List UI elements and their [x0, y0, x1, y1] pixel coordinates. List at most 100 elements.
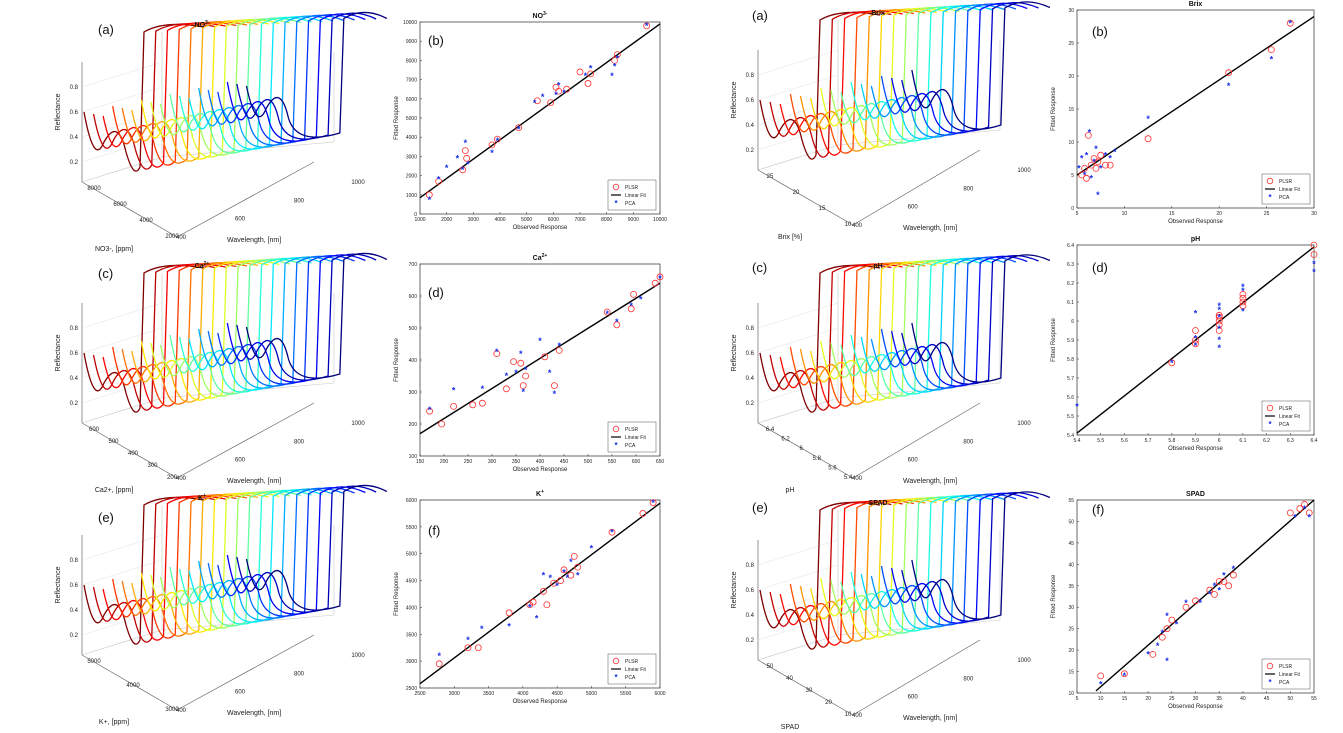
y-tick-label: 6: [1071, 319, 1074, 325]
spectrum-line: [911, 254, 1051, 383]
chart-title-base: Ca: [195, 263, 204, 270]
plsr-point: [1225, 582, 1233, 590]
floor-edge: [852, 639, 981, 716]
pca-point: *: [1161, 628, 1165, 638]
z-gridline: [81, 559, 163, 586]
plsr-point: [584, 80, 592, 87]
spectrum-line: [169, 258, 301, 395]
x-tick-label: 1000: [1017, 658, 1031, 664]
pca-point: *: [1083, 170, 1087, 180]
x-axis-label: Observed Response: [1168, 219, 1223, 225]
chart-title: NO3-: [195, 20, 210, 29]
y-tick-label: 5.5: [1067, 414, 1074, 420]
z-gridline: [81, 111, 163, 138]
ca-scatter-panel: Ca2+ 150 200 250 300 350 400 450 500 550 600 650 100…: [394, 253, 664, 473]
pca-point: *: [514, 368, 518, 378]
legend: PLSR Linear Fit * PCA: [1261, 400, 1311, 432]
x-tick-label: 600: [908, 205, 919, 211]
pca-point: *: [562, 88, 566, 98]
x-tick-label: 250: [464, 459, 473, 465]
y-tick-label: 25: [1068, 41, 1074, 47]
pca-point: *: [1113, 147, 1117, 157]
plsr-point: [510, 358, 517, 366]
spectrum-line: [83, 496, 205, 645]
pca-point: *: [613, 61, 617, 71]
legend-plsr-label: PLSR: [625, 659, 638, 665]
x-tick-label: 600: [235, 458, 246, 464]
z-gridline: [81, 302, 163, 329]
plsr-point: [1094, 158, 1102, 166]
plsr-point: [435, 660, 443, 668]
y-tick-label: 5: [1071, 173, 1074, 179]
x-tick-label: 15: [1169, 211, 1175, 217]
x-tick-label: 3500: [483, 691, 494, 697]
z-tick-label: 0.4: [70, 376, 79, 382]
plsr-point: [643, 22, 651, 30]
legend-pca-marker: *: [1268, 420, 1272, 429]
x-axis-label: Observed Response: [513, 467, 568, 473]
plsr-point: [464, 644, 472, 652]
plsr-point: [1220, 578, 1228, 585]
y-tick-label: 8000: [87, 186, 101, 192]
floor-edge: [852, 402, 981, 479]
legend-plsr-marker: [612, 425, 620, 433]
x-tick-label: 5.9: [1192, 438, 1199, 444]
pca-point: *: [464, 138, 468, 148]
spectrum-line: [799, 262, 926, 405]
spad-3d-panel: 0.2 0.4 0.6 0.8 Reflectance 50 40 30 20 10 SPAD 400…: [731, 491, 1051, 731]
panel-label: (e): [98, 510, 114, 525]
spectrum-line: [150, 491, 280, 631]
z-tick-label: 0.6: [746, 588, 755, 594]
x-tick-label: 400: [852, 223, 863, 229]
legend-plsr-label: PLSR: [1279, 179, 1292, 185]
pca-point: *: [569, 557, 573, 567]
back-wall-line: [81, 629, 163, 656]
plsr-point: [649, 499, 657, 507]
spectrum-line: [890, 2, 1028, 134]
legend-fit-label: Linear Fit: [1279, 187, 1300, 193]
pca-point: *: [566, 573, 570, 583]
pca-point: *: [1194, 309, 1198, 319]
x-tick-label: 5.5: [1097, 438, 1104, 444]
spectrum-line: [236, 485, 377, 613]
z-gridline: [81, 327, 163, 354]
y-tick-label: 20: [793, 190, 800, 196]
x-tick-label: 1000: [1017, 168, 1031, 174]
pca-point: *: [1080, 154, 1084, 164]
spectrum-line: [92, 23, 215, 170]
spectrum-line: [840, 496, 971, 634]
x-tick-label: 800: [294, 671, 305, 677]
plsr-point: [1144, 135, 1152, 143]
pca-point: *: [1092, 157, 1096, 167]
legend-fit-label: Linear Fit: [625, 667, 646, 673]
x-tick-label: 800: [294, 198, 305, 204]
y-tick-label: 7000: [406, 78, 417, 84]
plsr-point: [1121, 670, 1128, 678]
z-tick-label: 0.6: [746, 98, 755, 104]
spectrum-line: [245, 11, 388, 138]
pca-point: *: [538, 336, 542, 346]
spectrum-line: [830, 6, 960, 146]
y-tick-label: 10000: [403, 20, 417, 26]
x-tick-label: 800: [294, 439, 305, 445]
pca-point: *: [1085, 150, 1089, 160]
plsr-point: [557, 577, 564, 584]
y-tick-label: 600: [409, 294, 418, 300]
y-tick-label: 30: [1068, 8, 1074, 14]
pca-point: *: [452, 386, 456, 396]
pca-point: *: [466, 159, 470, 169]
spectrum-line: [769, 264, 892, 411]
x-tick-label: 3000: [468, 217, 479, 223]
x-tick-label: 200: [440, 459, 449, 465]
y-tick-label: 200: [409, 422, 418, 428]
x-tick-label: 5000: [521, 217, 532, 223]
x-tick-label: 20: [1145, 696, 1151, 702]
plsr-point: [1102, 161, 1109, 169]
back-wall-line: [757, 634, 839, 661]
plsr-point: [517, 359, 525, 367]
legend-pca-marker: *: [614, 673, 618, 682]
z-tick-label: 0.8: [746, 73, 755, 79]
pca-point: *: [1184, 598, 1188, 608]
spectrum-line: [870, 257, 1005, 391]
chart-title: Ca2+: [533, 253, 548, 262]
